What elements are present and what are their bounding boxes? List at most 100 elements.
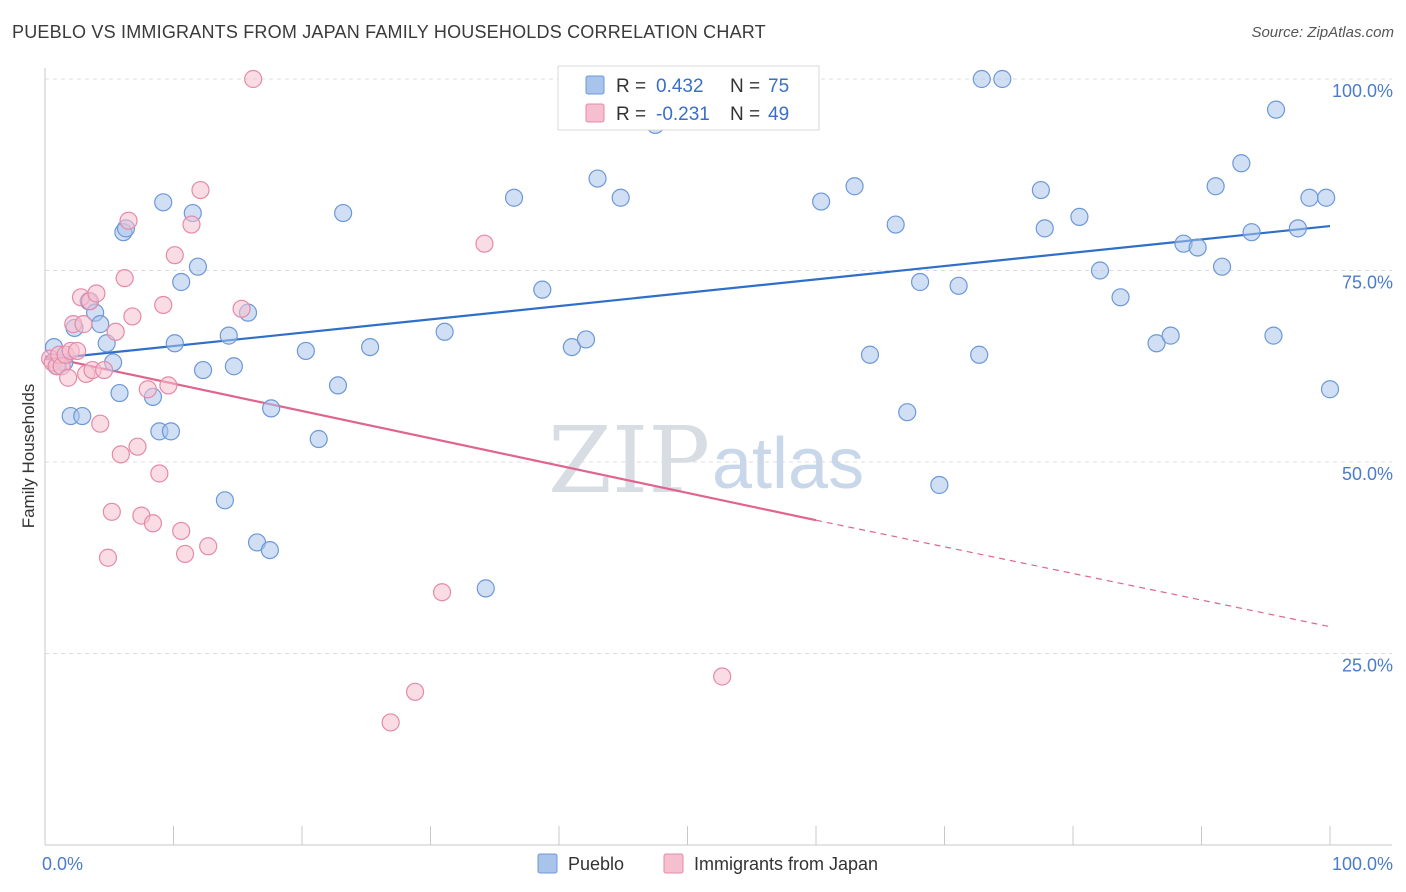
data-point-series-0-29 — [262, 399, 281, 418]
data-point-series-0-21 — [188, 257, 208, 276]
data-point-series-1-29 — [150, 464, 169, 483]
legend: R = 0.432 N = 75 R = -0.231 N = 49 — [557, 65, 820, 131]
data-point-series-1-32 — [165, 246, 184, 265]
data-point-series-0-38 — [533, 280, 552, 299]
data-point-series-0-69 — [1264, 326, 1283, 345]
data-point-series-1-15 — [87, 284, 106, 303]
data-point-series-0-18 — [165, 334, 184, 353]
data-point-series-1-38 — [232, 299, 251, 318]
data-point-series-0-17 — [161, 422, 181, 441]
data-point-series-1-37 — [199, 537, 218, 556]
watermark-zip: ZIP — [548, 407, 710, 514]
data-point-series-0-19 — [172, 272, 191, 292]
data-point-series-1-6 — [59, 368, 78, 387]
data-point-series-1-17 — [95, 360, 114, 380]
data-point-series-0-74 — [1320, 380, 1340, 399]
data-point-series-0-49 — [898, 403, 917, 422]
data-point-series-0-62 — [1161, 326, 1180, 345]
data-point-series-0-60 — [1111, 288, 1130, 307]
watermark-atlas: atlas — [712, 424, 864, 504]
data-point-series-0-61 — [1147, 334, 1166, 353]
data-point-series-0-58 — [1070, 207, 1089, 226]
y-tick-label: 100.0% — [1332, 81, 1393, 101]
data-point-series-0-57 — [1035, 219, 1054, 238]
data-point-series-1-22 — [115, 269, 134, 288]
data-point-series-0-37 — [504, 188, 524, 207]
legend-n-value-japan: 49 — [768, 104, 789, 125]
data-point-series-1-31 — [159, 376, 178, 395]
trend-line-extension-series-1 — [815, 519, 1331, 628]
data-point-series-0-51 — [930, 475, 949, 495]
data-point-series-0-28 — [260, 540, 279, 560]
data-point-series-1-16 — [91, 414, 110, 433]
data-point-series-0-42 — [611, 188, 630, 207]
data-point-series-1-23 — [119, 211, 138, 230]
data-point-series-0-25 — [224, 357, 243, 376]
data-point-series-0-67 — [1232, 154, 1251, 173]
legend-swatch-japan — [585, 103, 605, 123]
y-tick-labels: 25.0% 50.0% 75.0% 100.0% — [1332, 81, 1393, 676]
legend-n-label-japan: N = — [730, 104, 760, 125]
trend-line-series-0 — [44, 224, 1331, 361]
data-point-series-0-65 — [1206, 177, 1225, 196]
data-point-series-1-35 — [182, 215, 201, 234]
bottom-legend-swatch-japan — [663, 853, 684, 874]
legend-r-value-pueblo: 0.432 — [656, 76, 704, 97]
data-point-series-0-53 — [970, 345, 989, 364]
data-point-series-0-41 — [588, 169, 607, 188]
data-point-series-0-73 — [1317, 188, 1336, 207]
data-point-series-1-39 — [244, 69, 263, 89]
data-point-series-1-36 — [191, 180, 210, 200]
data-point-series-0-56 — [1031, 180, 1050, 200]
data-point-series-0-72 — [1300, 188, 1319, 207]
y-tick-label: 50.0% — [1342, 464, 1393, 484]
legend-swatch-pueblo — [585, 75, 605, 95]
data-point-series-1-24 — [123, 307, 142, 326]
data-point-series-1-18 — [98, 548, 118, 567]
y-tick-label: 75.0% — [1342, 273, 1393, 293]
data-point-series-0-34 — [361, 338, 380, 357]
legend-n-value-pueblo: 75 — [768, 76, 789, 97]
data-point-series-1-33 — [172, 521, 191, 541]
legend-r-label-pueblo: R = — [616, 76, 646, 97]
data-point-series-0-55 — [993, 69, 1012, 89]
data-points — [41, 69, 1340, 732]
data-point-series-0-36 — [476, 579, 495, 598]
data-point-series-0-45 — [812, 192, 831, 211]
data-point-series-0-22 — [193, 360, 213, 380]
data-point-series-1-28 — [143, 514, 163, 533]
data-point-series-1-20 — [106, 322, 125, 341]
bottom-legend: Pueblo Immigrants from Japan — [537, 853, 878, 874]
source-credit: Source: ZipAtlas.com — [1251, 24, 1394, 41]
chart-title: PUEBLO VS IMMIGRANTS FROM JAPAN FAMILY H… — [12, 22, 766, 42]
data-point-series-0-71 — [1288, 219, 1307, 238]
data-point-series-1-25 — [128, 437, 147, 456]
data-point-series-1-30 — [154, 295, 173, 315]
data-point-series-0-16 — [154, 193, 173, 212]
bottom-legend-label-pueblo: Pueblo — [568, 854, 624, 874]
legend-n-label-pueblo: N = — [730, 76, 760, 97]
y-tick-label: 25.0% — [1342, 656, 1393, 676]
data-point-series-1-21 — [111, 445, 130, 464]
data-point-series-1-34 — [175, 544, 195, 564]
axes — [44, 68, 1392, 846]
data-point-series-0-50 — [910, 272, 930, 292]
data-point-series-0-70 — [1266, 100, 1286, 119]
data-point-series-0-52 — [949, 276, 968, 295]
data-point-series-0-64 — [1188, 238, 1207, 257]
data-point-series-0-66 — [1212, 257, 1232, 276]
y-axis-label: Family Households — [19, 384, 38, 529]
bottom-legend-swatch-pueblo — [537, 853, 558, 874]
data-point-series-0-30 — [296, 341, 315, 361]
data-point-series-0-39 — [562, 338, 581, 357]
data-point-series-0-24 — [219, 326, 238, 345]
data-point-series-1-40 — [381, 713, 400, 732]
data-point-series-0-40 — [576, 330, 596, 349]
data-point-series-0-33 — [334, 203, 353, 223]
data-point-series-0-59 — [1090, 261, 1110, 280]
data-point-series-0-46 — [845, 177, 864, 196]
data-point-series-1-19 — [102, 502, 121, 521]
data-point-series-0-11 — [110, 383, 129, 403]
data-point-series-1-44 — [713, 667, 732, 686]
